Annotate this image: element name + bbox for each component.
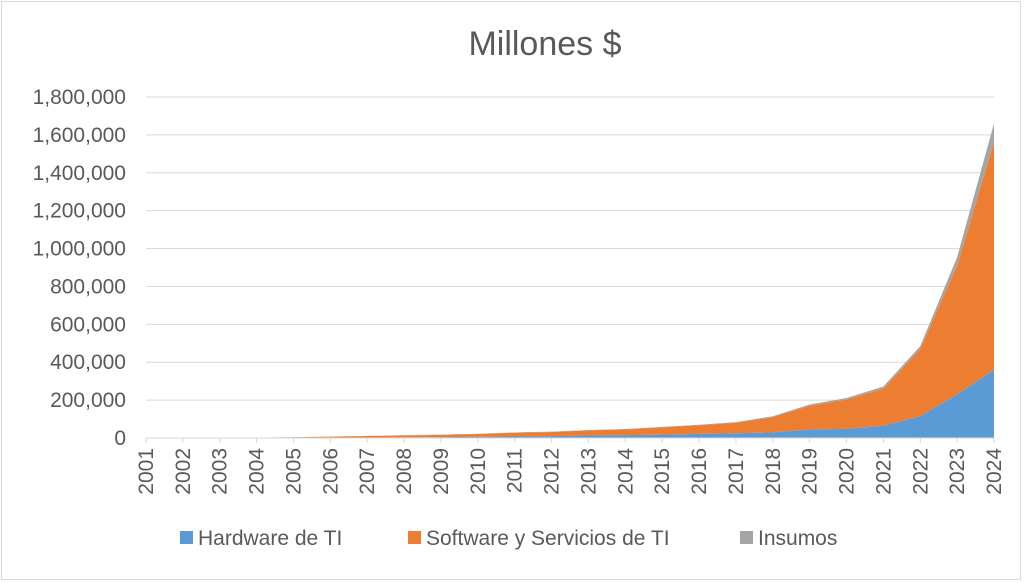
chart-title: Millones $ — [468, 25, 621, 63]
x-tick-label: 2010 — [467, 448, 490, 495]
legend-swatch — [180, 531, 193, 544]
area-series-1 — [146, 369, 994, 438]
x-tick-label: 2019 — [799, 448, 822, 495]
x-tick-label: 2018 — [762, 448, 785, 495]
x-tick-label: 2002 — [172, 448, 195, 495]
x-tick-label: 2014 — [614, 448, 637, 495]
x-tick-label: 2021 — [872, 448, 895, 495]
legend-swatch — [740, 531, 753, 544]
legend-item: Software y Servicios de TI — [408, 527, 670, 550]
area-series-2 — [146, 142, 994, 438]
legend-item: Insumos — [740, 527, 837, 550]
x-tick-label: 2024 — [983, 448, 1006, 495]
legend-item: Hardware de TI — [180, 527, 342, 550]
x-tick-label: 2022 — [909, 448, 932, 495]
y-tick-label: 1,600,000 — [33, 124, 126, 147]
area-series-3 — [146, 123, 994, 438]
x-tick-label: 2004 — [246, 448, 269, 495]
legend-label: Hardware de TI — [198, 527, 342, 550]
y-tick-label: 1,400,000 — [33, 162, 126, 185]
legend-label: Software y Servicios de TI — [426, 527, 670, 550]
y-tick-label: 400,000 — [50, 351, 126, 374]
x-tick-label: 2006 — [319, 448, 342, 495]
x-tick-label: 2023 — [946, 448, 969, 495]
y-tick-label: 600,000 — [50, 313, 126, 336]
y-tick-label: 1,000,000 — [33, 238, 126, 261]
y-tick-label: 0 — [114, 427, 126, 450]
x-tick-label: 2012 — [541, 448, 564, 495]
x-tick-label: 2016 — [688, 448, 711, 495]
x-tick-label: 2017 — [725, 448, 748, 495]
y-tick-label: 1,200,000 — [33, 200, 126, 223]
x-tick-label: 2003 — [209, 448, 232, 495]
x-tick-label: 2001 — [135, 448, 158, 495]
y-tick-label: 200,000 — [50, 389, 126, 412]
x-tick-label: 2008 — [393, 448, 416, 495]
legend-swatch — [408, 531, 421, 544]
x-tick-label: 2013 — [577, 448, 600, 495]
x-tick-label: 2020 — [836, 448, 859, 495]
x-tick-label: 2011 — [504, 448, 527, 493]
legend-label: Insumos — [758, 527, 837, 550]
x-tick-label: 2009 — [430, 448, 453, 495]
x-tick-label: 2005 — [282, 448, 305, 495]
y-tick-label: 1,800,000 — [33, 86, 126, 109]
x-tick-label: 2007 — [356, 448, 379, 495]
y-tick-label: 800,000 — [50, 275, 126, 298]
x-tick-label: 2015 — [651, 448, 674, 495]
